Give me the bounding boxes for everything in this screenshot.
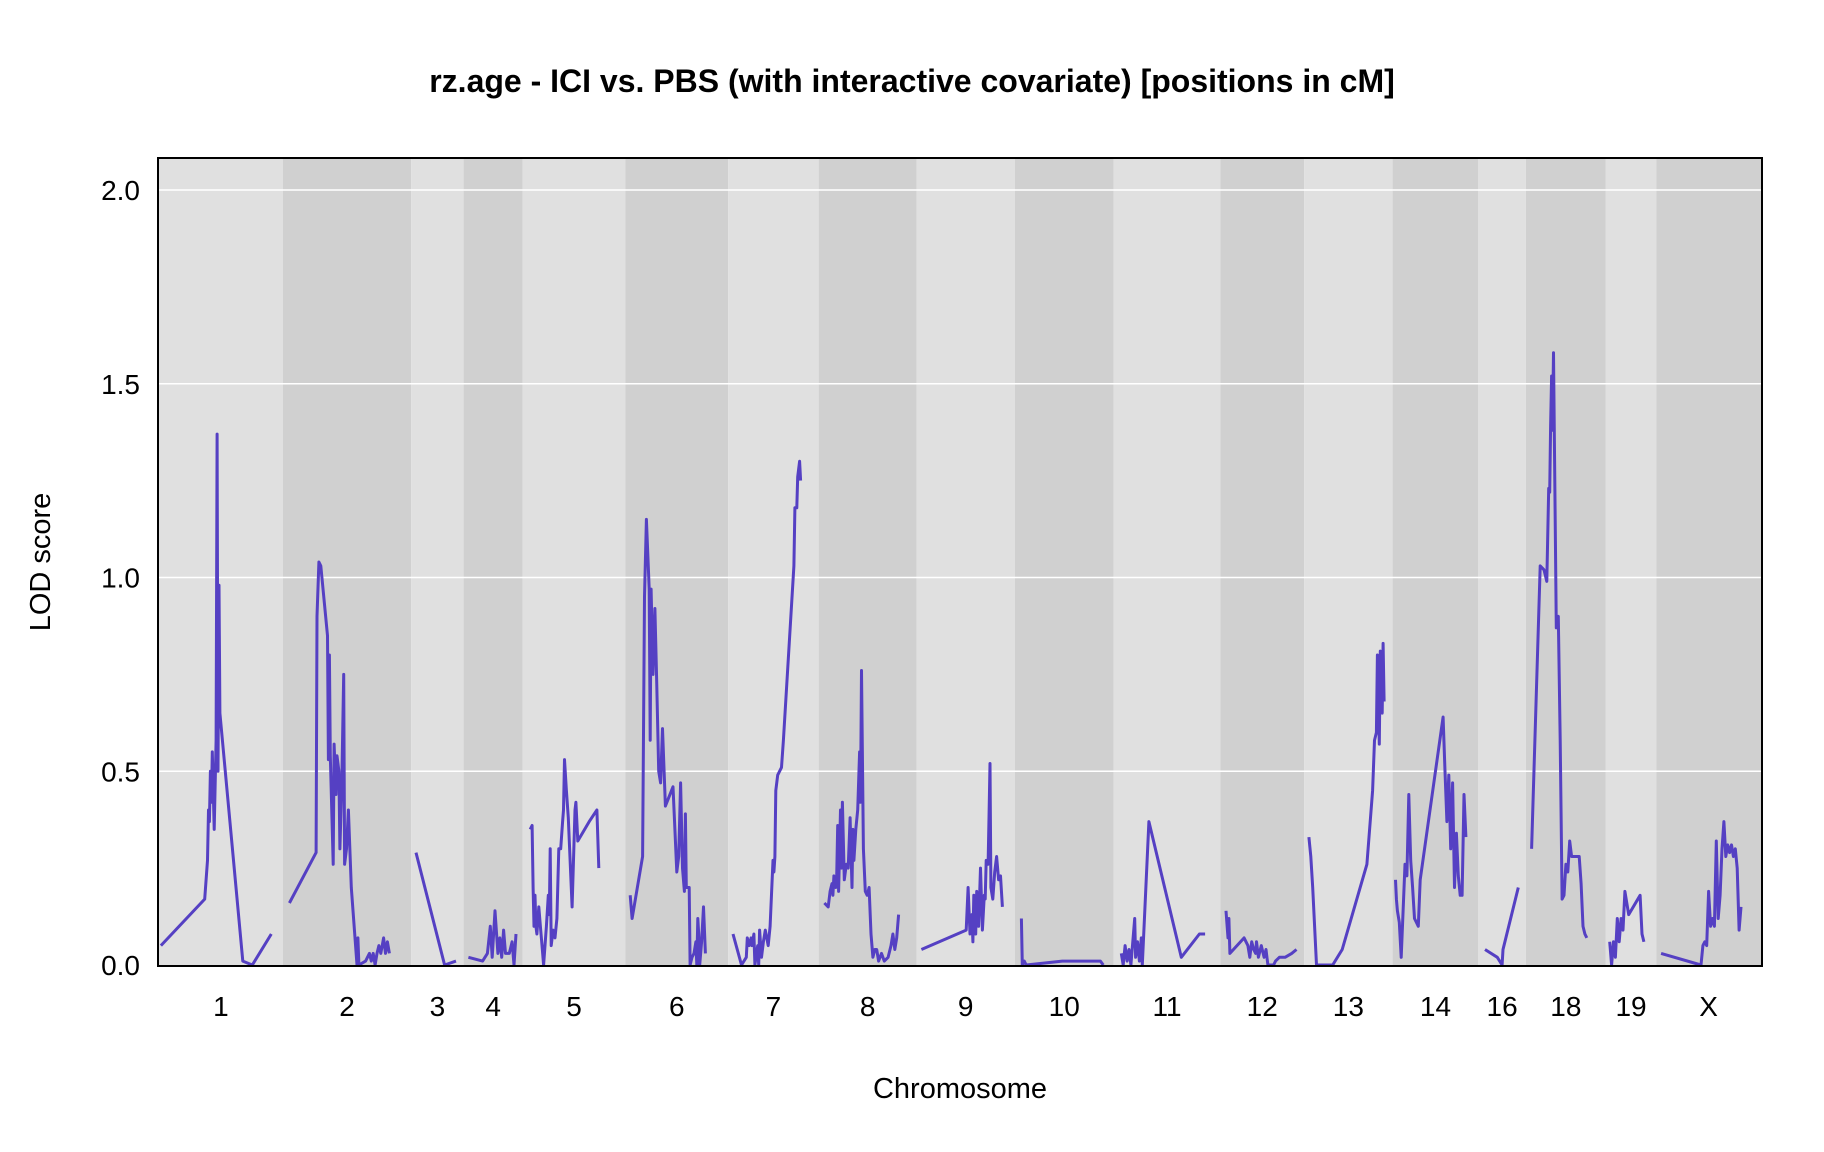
x-tick-label-chr-11: 11 <box>1152 991 1181 1022</box>
y-tick-label: 1.0 <box>101 563 140 594</box>
band-chr-18 <box>1525 159 1606 965</box>
band-chr-16 <box>1478 159 1526 965</box>
lod-line-chr-1 <box>159 432 273 967</box>
band-chr-13 <box>1304 159 1393 965</box>
x-tick-label-chr-13: 13 <box>1333 991 1364 1022</box>
lod-line-chr-18 <box>1530 351 1589 939</box>
y-axis-label: LOD score <box>25 493 57 632</box>
y-tick-label: 2.0 <box>101 175 140 206</box>
lod-line-chr-14 <box>1394 715 1468 959</box>
lod-line-chr-9 <box>920 762 1004 951</box>
x-tick-label-chr-1: 1 <box>213 991 229 1022</box>
x-tick-label-chr-4: 4 <box>485 991 501 1022</box>
lod-line-chr-19 <box>1608 889 1646 967</box>
x-axis-label: Chromosome <box>873 1073 1047 1105</box>
lod-line-chr-7 <box>731 459 803 967</box>
lod-line-chr-2 <box>288 560 391 967</box>
band-chr-3 <box>411 159 464 965</box>
band-chr-11 <box>1113 159 1221 965</box>
y-tick-label: 0.0 <box>101 950 140 981</box>
x-tick-label-chr-7: 7 <box>766 991 782 1022</box>
x-axis-ticks: 1 2 3 4 5 6 7 8 9 10 11 12 13 14 16 18 19 X <box>213 991 1718 1022</box>
x-tick-label-chr-18: 18 <box>1550 991 1581 1022</box>
band-chr-4 <box>463 159 523 965</box>
y-axis-ticks: 0.0 0.5 1.0 1.5 2.0 <box>101 175 140 981</box>
y-gridlines <box>159 189 1761 772</box>
band-chr-8 <box>818 159 917 965</box>
chart-title: rz.age - ICI vs. PBS (with interactive c… <box>429 63 1395 99</box>
y-tick-label: 0.5 <box>101 756 140 787</box>
band-chr-10 <box>1014 159 1114 965</box>
x-tick-label-chr-10: 10 <box>1049 991 1080 1022</box>
lod-line-chr-11 <box>1119 820 1206 967</box>
band-chr-X <box>1656 159 1761 965</box>
x-tick-label-chr-5: 5 <box>566 991 582 1022</box>
band-chr-12 <box>1220 159 1305 965</box>
lod-line-chr-X <box>1660 820 1743 967</box>
lod-line-chr-8 <box>823 669 901 963</box>
x-tick-label-chr-9: 9 <box>958 991 974 1022</box>
y-tick-label: 1.5 <box>101 369 140 400</box>
x-tick-label-chr-14: 14 <box>1420 991 1451 1022</box>
lod-line-chr-13 <box>1307 641 1386 967</box>
lod-line-chr-12 <box>1224 910 1298 967</box>
lod-line-chr-5 <box>528 758 601 967</box>
band-chr-1 <box>159 159 283 965</box>
x-tick-label-chr-16: 16 <box>1487 991 1518 1022</box>
x-tick-label-chr-X: X <box>1699 991 1718 1022</box>
x-tick-label-chr-19: 19 <box>1615 991 1646 1022</box>
lod-line-chr-4 <box>468 909 518 967</box>
band-chr-14 <box>1392 159 1479 965</box>
x-tick-label-chr-3: 3 <box>430 991 446 1022</box>
band-chr-19 <box>1605 159 1657 965</box>
lod-line-chr-6 <box>628 517 707 967</box>
band-chr-9 <box>916 159 1015 965</box>
x-tick-label-chr-2: 2 <box>339 991 355 1022</box>
lod-curves <box>159 351 1743 967</box>
plot-frame <box>157 157 1763 967</box>
x-tick-label-chr-12: 12 <box>1247 991 1278 1022</box>
x-tick-label-chr-6: 6 <box>669 991 685 1022</box>
x-tick-label-chr-8: 8 <box>860 991 876 1022</box>
chromosome-bands <box>159 159 1761 965</box>
band-chr-7 <box>728 159 819 965</box>
